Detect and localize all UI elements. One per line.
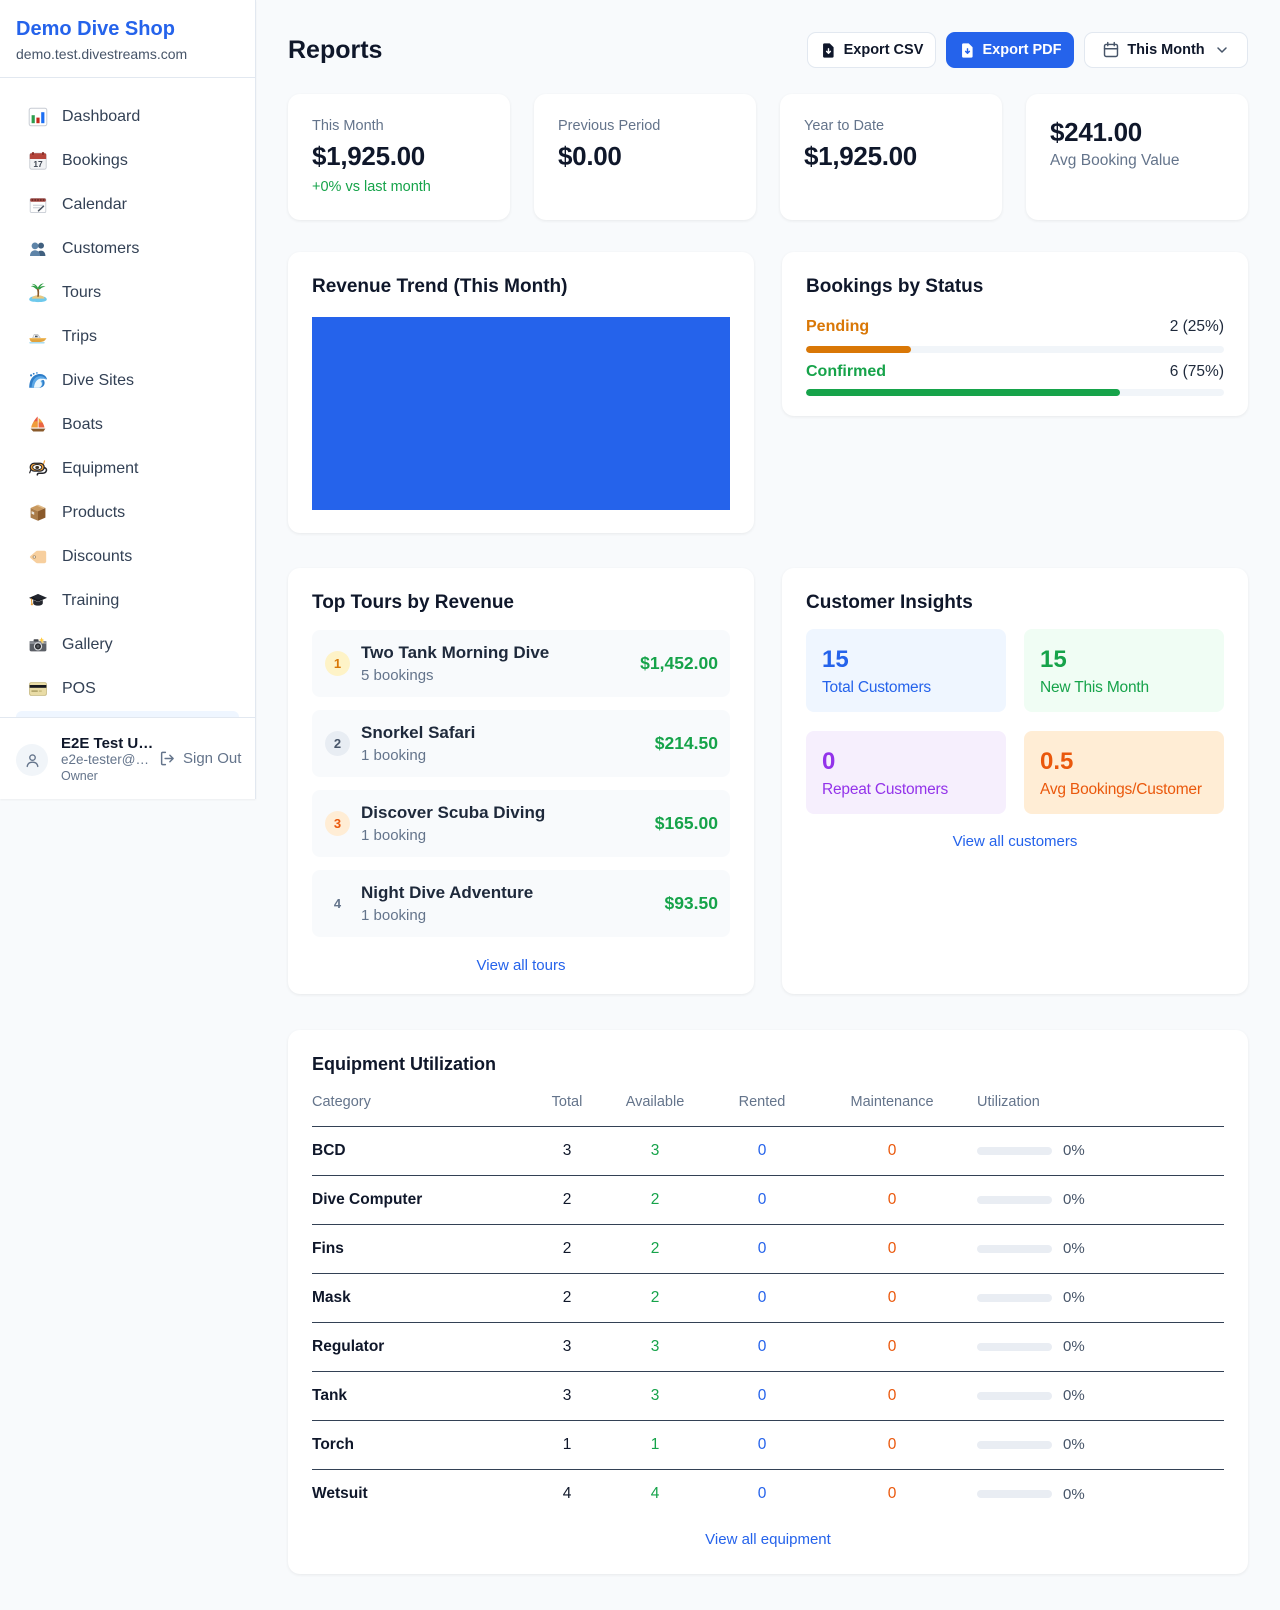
svg-text:17: 17 (33, 159, 43, 169)
